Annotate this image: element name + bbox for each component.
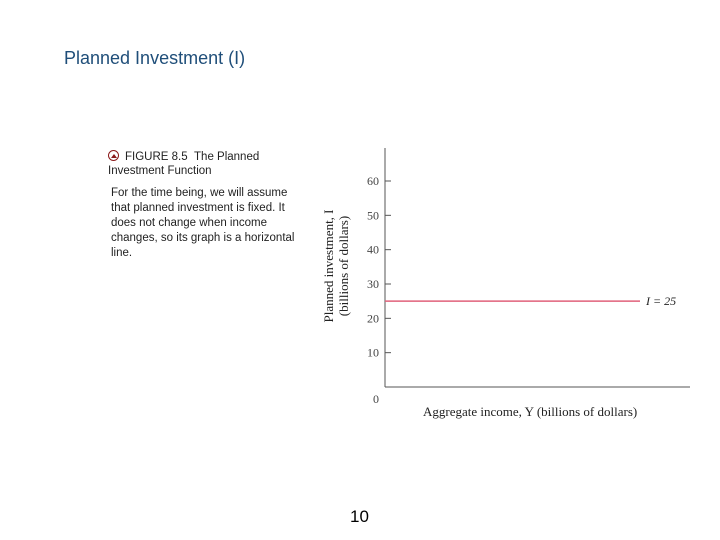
origin-label: 0 — [373, 392, 379, 406]
y-tick-label: 20 — [367, 311, 379, 325]
x-axis-label: Aggregate income, Y (billions of dollars… — [423, 404, 637, 419]
slide-title: Planned Investment (I) — [64, 48, 246, 68]
page-number: 10 — [350, 507, 369, 526]
y-axis-label-line2: (billions of dollars) — [336, 216, 351, 316]
figure-title: The Planned Investment Function — [108, 151, 260, 177]
figure-label: FIGURE 8.5 — [125, 151, 188, 163]
figure-description: For the time being, we will assume that … — [111, 187, 295, 259]
y-tick-label: 40 — [367, 243, 379, 257]
figure-caption: FIGURE 8.5 The Planned Investment Functi… — [108, 150, 298, 178]
y-tick-label: 30 — [367, 277, 379, 291]
y-tick-label: 10 — [367, 346, 379, 360]
y-tick-label: 60 — [367, 174, 379, 188]
y-tick-label: 50 — [367, 208, 379, 222]
line-annotation: I = 25 — [645, 294, 676, 308]
figure-link-icon[interactable] — [108, 150, 119, 161]
y-axis-label-line1: Planned investment, I — [321, 209, 336, 322]
